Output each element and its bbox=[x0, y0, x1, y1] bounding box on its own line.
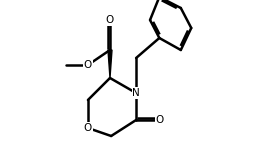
Text: N: N bbox=[132, 88, 140, 98]
Text: O: O bbox=[84, 123, 92, 133]
Text: O: O bbox=[155, 115, 163, 125]
Polygon shape bbox=[108, 50, 112, 78]
Text: O: O bbox=[84, 60, 92, 70]
Text: O: O bbox=[106, 15, 114, 25]
